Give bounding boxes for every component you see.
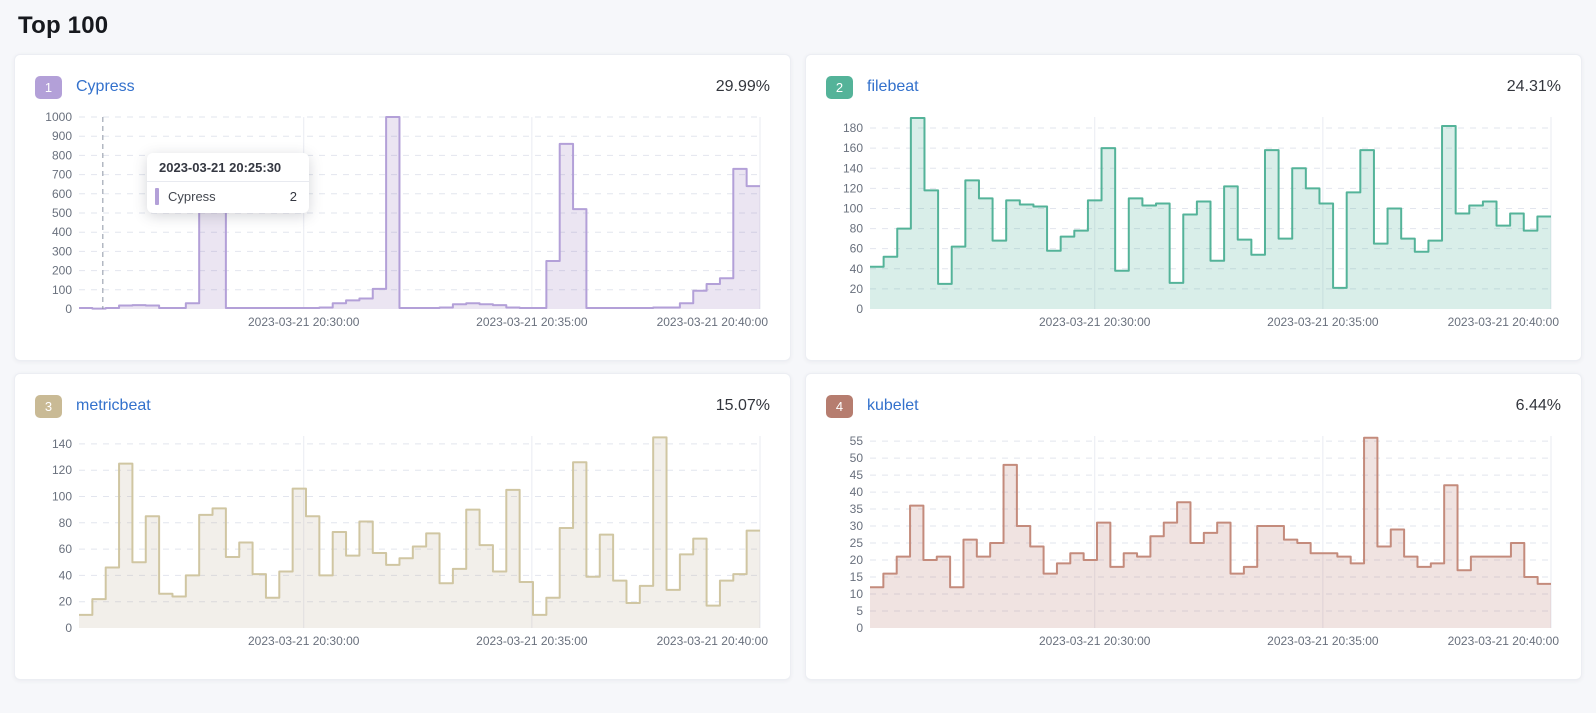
rank-badge: 4 <box>826 394 853 418</box>
percent-value: 6.44% <box>1515 397 1561 414</box>
card-header: 3 metricbeat 15.07% <box>35 392 770 420</box>
series-link-kubelet[interactable]: kubelet <box>867 397 919 414</box>
svg-text:2023-03-21 20:35:00: 2023-03-21 20:35:00 <box>1267 315 1379 329</box>
svg-text:120: 120 <box>52 463 72 477</box>
dashboard-page: Top 100 1 Cypress 29.99% 0 100 200 300 400 50… <box>14 12 1582 680</box>
svg-text:1000: 1000 <box>45 110 72 124</box>
svg-text:900: 900 <box>52 129 72 143</box>
svg-text:20: 20 <box>59 595 73 609</box>
svg-text:2023-03-21 20:30:00: 2023-03-21 20:30:00 <box>1039 315 1151 329</box>
percent-value: 29.99% <box>715 78 770 95</box>
tooltip-row: Cypress 2 <box>147 182 309 213</box>
svg-text:40: 40 <box>850 485 864 499</box>
series-link-cypress[interactable]: Cypress <box>76 78 135 95</box>
rank-badge: 3 <box>35 394 62 418</box>
svg-text:80: 80 <box>850 222 864 236</box>
svg-text:20: 20 <box>850 553 864 567</box>
svg-text:2023-03-21 20:30:00: 2023-03-21 20:30:00 <box>248 634 360 648</box>
svg-text:0: 0 <box>856 302 863 316</box>
svg-text:700: 700 <box>52 168 72 182</box>
step-area-chart-metricbeat[interactable]: 0 20 40 60 80 100 120 140 2023-03-21 20:30:00 202… <box>35 426 770 654</box>
svg-text:500: 500 <box>52 206 72 220</box>
page-title: Top 100 <box>18 12 109 39</box>
series-link-filebeat[interactable]: filebeat <box>867 78 919 95</box>
svg-text:800: 800 <box>52 148 72 162</box>
svg-text:0: 0 <box>65 621 72 635</box>
card-header: 2 filebeat 24.31% <box>826 73 1561 101</box>
svg-text:2023-03-21 20:35:00: 2023-03-21 20:35:00 <box>476 315 588 329</box>
svg-text:60: 60 <box>59 542 73 556</box>
card-header: 4 kubelet 6.44% <box>826 392 1561 420</box>
svg-text:25: 25 <box>850 536 864 550</box>
svg-text:200: 200 <box>52 264 72 278</box>
chart-tooltip: 2023-03-21 20:25:30 Cypress 2 <box>147 153 309 213</box>
svg-text:5: 5 <box>856 604 863 618</box>
chart-card-filebeat: 2 filebeat 24.31% 0 20 40 60 80 100 120 140 160 1… <box>805 54 1582 361</box>
svg-text:40: 40 <box>59 568 73 582</box>
svg-text:40: 40 <box>850 262 864 276</box>
step-area-chart-kubelet[interactable]: 0 5 10 15 20 25 30 35 40 45 50 55 2023-03-21 20:30:0… <box>826 426 1561 654</box>
series-swatch <box>155 188 159 205</box>
svg-text:100: 100 <box>52 489 72 503</box>
svg-text:140: 140 <box>843 161 863 175</box>
svg-text:2023-03-21 20:40:00: 2023-03-21 20:40:00 <box>657 315 769 329</box>
svg-text:35: 35 <box>850 502 864 516</box>
rank-badge: 1 <box>35 75 62 99</box>
svg-text:0: 0 <box>65 302 72 316</box>
tooltip-timestamp: 2023-03-21 20:25:30 <box>147 153 309 182</box>
percent-value: 15.07% <box>715 397 770 414</box>
svg-text:180: 180 <box>843 121 863 135</box>
svg-text:2023-03-21 20:35:00: 2023-03-21 20:35:00 <box>476 634 588 648</box>
svg-text:100: 100 <box>843 201 863 215</box>
rank-badge: 2 <box>826 75 853 99</box>
svg-text:100: 100 <box>52 283 72 297</box>
chart-card-cypress: 1 Cypress 29.99% 0 100 200 300 400 500 600 700 8… <box>14 54 791 361</box>
card-header: 1 Cypress 29.99% <box>35 73 770 101</box>
svg-text:140: 140 <box>52 437 72 451</box>
svg-text:2023-03-21 20:30:00: 2023-03-21 20:30:00 <box>1039 634 1151 648</box>
svg-text:400: 400 <box>52 225 72 239</box>
chart-card-metricbeat: 3 metricbeat 15.07% 0 20 40 60 80 100 120 140 20… <box>14 373 791 680</box>
tooltip-series-label: Cypress <box>168 189 216 204</box>
svg-text:600: 600 <box>52 187 72 201</box>
svg-text:60: 60 <box>850 242 864 256</box>
svg-text:2023-03-21 20:40:00: 2023-03-21 20:40:00 <box>657 634 769 648</box>
chart-card-kubelet: 4 kubelet 6.44% 0 5 10 15 20 25 30 35 40 45 50 55 20… <box>805 373 1582 680</box>
svg-text:2023-03-21 20:40:00: 2023-03-21 20:40:00 <box>1448 634 1560 648</box>
tooltip-series-value: 2 <box>289 189 297 204</box>
svg-text:55: 55 <box>850 434 864 448</box>
svg-text:300: 300 <box>52 244 72 258</box>
svg-text:30: 30 <box>850 519 864 533</box>
step-area-chart-filebeat[interactable]: 0 20 40 60 80 100 120 140 160 180 2023-03-21 20:30… <box>826 107 1561 335</box>
series-link-metricbeat[interactable]: metricbeat <box>76 397 151 414</box>
step-area-chart-cypress[interactable]: 0 100 200 300 400 500 600 700 800 900 1000 2023-03-… <box>35 107 770 335</box>
svg-text:160: 160 <box>843 141 863 155</box>
svg-text:10: 10 <box>850 587 864 601</box>
svg-text:50: 50 <box>850 451 864 465</box>
svg-text:0: 0 <box>856 621 863 635</box>
svg-text:80: 80 <box>59 516 73 530</box>
svg-text:2023-03-21 20:40:00: 2023-03-21 20:40:00 <box>1448 315 1560 329</box>
svg-text:20: 20 <box>850 282 864 296</box>
svg-text:15: 15 <box>850 570 864 584</box>
percent-value: 24.31% <box>1506 78 1561 95</box>
svg-text:45: 45 <box>850 468 864 482</box>
svg-text:2023-03-21 20:30:00: 2023-03-21 20:30:00 <box>248 315 360 329</box>
cards-grid: 1 Cypress 29.99% 0 100 200 300 400 500 600 700 8… <box>14 54 1582 680</box>
svg-text:120: 120 <box>843 181 863 195</box>
svg-text:2023-03-21 20:35:00: 2023-03-21 20:35:00 <box>1267 634 1379 648</box>
